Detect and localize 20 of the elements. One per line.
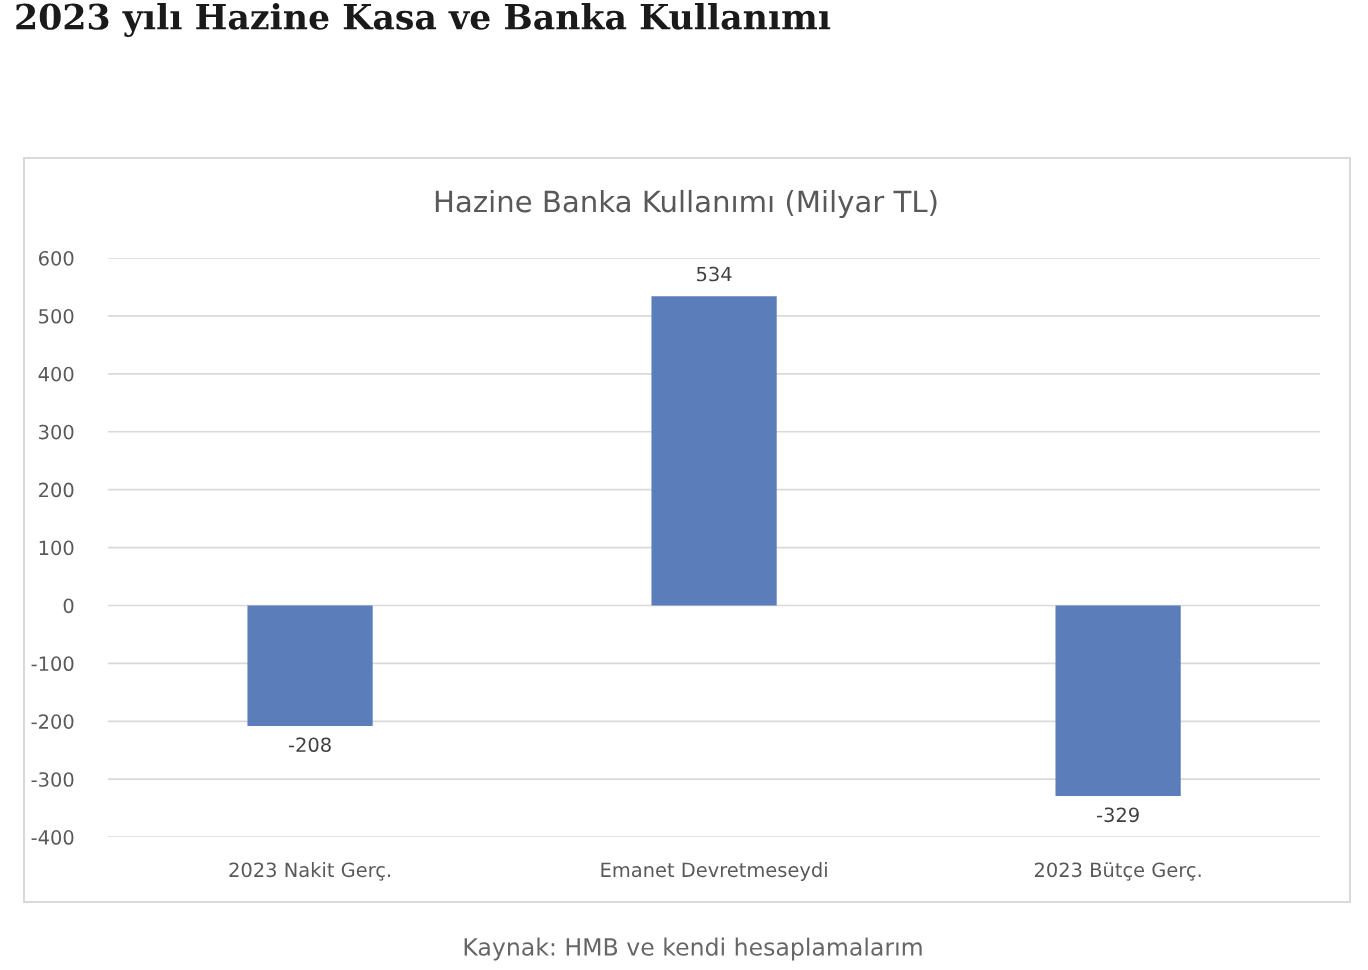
text: Kaynak: HMB ve kendi hesaplamalarım bbox=[464, 937, 922, 961]
y-tick-label: 200 bbox=[39, 482, 74, 498]
y-tick-label: 400 bbox=[38, 366, 74, 382]
x-tick-label: Emanet Devretmeseydi bbox=[601, 862, 827, 881]
x-tick-label: 2023 Bütçe Gerç. bbox=[1034, 862, 1201, 881]
chart-subtitle: Hazine Banka Kullanımı (Milyar TL) bbox=[435, 189, 937, 219]
y-tick-label: -300 bbox=[31, 772, 74, 787]
y-tick-label: -100 bbox=[31, 656, 74, 672]
y-tick-label: 600 bbox=[38, 250, 74, 266]
x-tick-label: 2023 Nakit Gerç. bbox=[229, 862, 391, 881]
data-label: -208 bbox=[288, 737, 331, 753]
data-label: 534 bbox=[697, 266, 732, 282]
data-label: -329 bbox=[1097, 807, 1139, 823]
y-tick-label: 100 bbox=[39, 540, 74, 556]
chart-title: 2023 yılı Hazine Kasa ve Banka Kullanımı bbox=[16, 2, 831, 38]
y-tick-label: 500 bbox=[39, 308, 74, 324]
y-tick-label: -200 bbox=[31, 714, 74, 729]
y-tick-label: 0 bbox=[63, 598, 74, 614]
y-tick-label: 300 bbox=[39, 424, 74, 440]
y-tick-label: -400 bbox=[31, 830, 74, 845]
